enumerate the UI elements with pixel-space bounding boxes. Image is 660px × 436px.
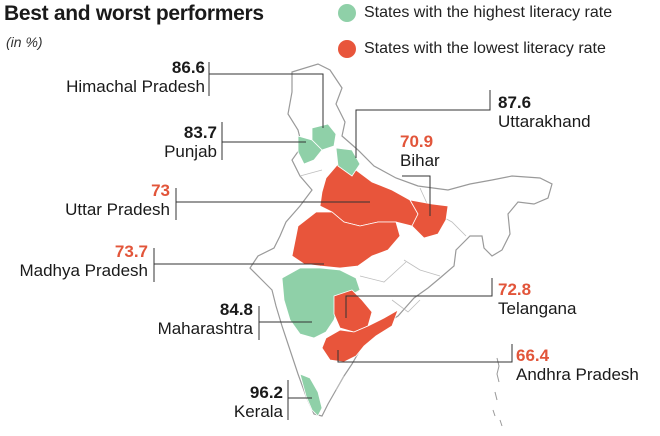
value-maharashtra: 84.8 xyxy=(219,300,253,319)
label-telangana: 72.8 Telangana xyxy=(498,281,576,317)
value-uttar-pradesh: 73 xyxy=(151,181,170,200)
leader-himachal xyxy=(209,73,324,128)
label-punjab: 83.7 Punjab xyxy=(164,124,217,160)
leader-uttarakhand xyxy=(355,90,491,158)
leader-andhra xyxy=(337,344,513,363)
value-bihar: 70.9 xyxy=(400,132,434,151)
region-madhya-pradesh xyxy=(291,211,401,269)
value-punjab: 83.7 xyxy=(183,123,217,142)
name-andhra-pradesh: Andhra Pradesh xyxy=(516,365,639,384)
value-kerala: 96.2 xyxy=(249,383,283,402)
name-bihar: Bihar xyxy=(400,151,440,170)
legend-item-highest: States with the highest literacy rate xyxy=(338,4,612,22)
islands xyxy=(492,357,503,427)
value-himachal-pradesh: 86.6 xyxy=(171,58,205,77)
leader-telangana xyxy=(345,278,493,318)
name-kerala: Kerala xyxy=(233,402,283,421)
name-madhya-pradesh: Madhya Pradesh xyxy=(19,261,148,280)
value-andhra-pradesh: 66.4 xyxy=(516,346,550,365)
legend-dot-red-icon xyxy=(338,40,356,58)
label-maharashtra: 84.8 Maharashtra xyxy=(158,301,253,337)
value-telangana: 72.8 xyxy=(498,280,532,299)
region-andhra-pradesh xyxy=(321,309,399,363)
label-himachal-pradesh: 86.6 Himachal Pradesh xyxy=(66,59,205,95)
region-uttarakhand xyxy=(335,147,361,177)
name-uttarakhand: Uttarakhand xyxy=(498,112,591,131)
legend-item-lowest: States with the lowest literacy rate xyxy=(338,40,606,58)
leader-lines xyxy=(153,62,513,420)
chart-subtitle: (in %) xyxy=(6,34,43,50)
chart-title: Best and worst performers xyxy=(4,2,264,25)
legend-dot-green-icon xyxy=(338,4,356,22)
label-kerala: 96.2 Kerala xyxy=(234,384,283,420)
legend-label-lowest: States with the lowest literacy rate xyxy=(364,40,606,57)
name-uttar-pradesh: Uttar Pradesh xyxy=(65,200,170,219)
name-punjab: Punjab xyxy=(164,142,217,161)
label-andhra-pradesh: 66.4 Andhra Pradesh xyxy=(516,347,639,383)
label-uttarakhand: 87.6 Uttarakhand xyxy=(498,94,591,130)
region-punjab xyxy=(297,135,323,165)
label-madhya-pradesh: 73.7 Madhya Pradesh xyxy=(19,243,148,279)
name-himachal-pradesh: Himachal Pradesh xyxy=(66,77,205,96)
label-bihar: 70.9 Bihar xyxy=(400,133,440,169)
region-uttar-pradesh xyxy=(319,163,419,227)
name-maharashtra: Maharashtra xyxy=(157,319,253,338)
leader-bihar xyxy=(402,175,431,216)
region-bihar xyxy=(409,199,449,239)
label-uttar-pradesh: 73 Uttar Pradesh xyxy=(65,182,170,218)
value-uttarakhand: 87.6 xyxy=(498,93,532,112)
name-telangana: Telangana xyxy=(498,299,577,318)
legend-label-highest: States with the highest literacy rate xyxy=(364,4,613,21)
value-madhya-pradesh: 73.7 xyxy=(114,242,148,261)
